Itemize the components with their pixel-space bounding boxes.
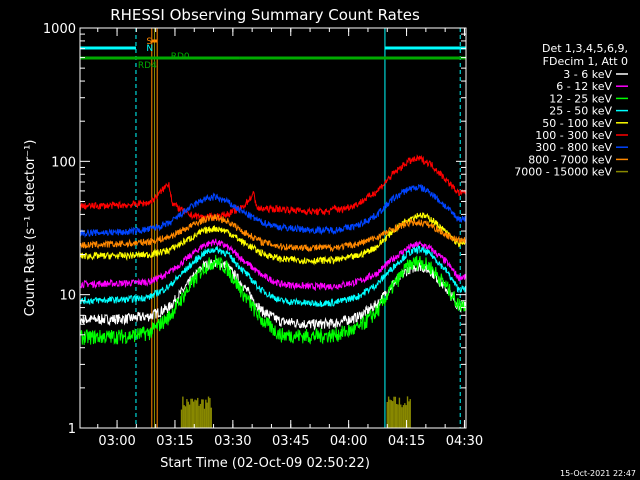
y-tick-label: 1000 [43, 22, 76, 37]
x-tick-label: 04:15 [388, 434, 425, 449]
y-tick-label: 1 [68, 422, 76, 437]
x-tick-label: 03:30 [214, 434, 251, 449]
y-tick-label: 10 [59, 289, 76, 304]
series-line-5 [79, 154, 467, 222]
plot-area: SN RD4 RD0 [79, 28, 467, 428]
series-line-3 [79, 244, 467, 308]
legend-label-8: 7000 - 15000 keV [514, 166, 612, 179]
y-tick-label: 100 [51, 155, 76, 170]
x-tick-label: 03:15 [156, 434, 193, 449]
x-tick-label: 04:00 [330, 434, 367, 449]
plot-frame [79, 27, 467, 429]
chart-title: RHESSI Observing Summary Count Rates [110, 6, 420, 24]
state-bar-label-rd0: RD0 [171, 52, 190, 62]
legend-label-7: 800 - 7000 keV [528, 153, 612, 166]
legend-label-4: 50 - 100 keV [542, 117, 612, 130]
legend-label-5: 100 - 300 keV [535, 129, 612, 142]
series-line-2 [79, 254, 467, 345]
legend-label-3: 25 - 50 keV [549, 105, 612, 118]
x-axis-label: Start Time (02-Oct-09 02:50:22) [160, 456, 370, 471]
state-bar-label-n: N [146, 44, 153, 54]
state-bar-label-rd4: RD4 [138, 61, 157, 71]
state-bar-label-s: S [146, 37, 152, 47]
legend-header-line-1: Det 1,3,4,5,6,9, [542, 42, 628, 55]
x-tick-label: 04:30 [446, 434, 483, 449]
x-tick-label: 03:45 [272, 434, 309, 449]
timestamp: 15-Oct-2021 22:47 [560, 469, 636, 478]
legend-label-6: 300 - 800 keV [535, 141, 612, 154]
legend-label-1: 6 - 12 keV [556, 80, 612, 93]
legend-label-0: 3 - 6 keV [563, 68, 612, 81]
series-line-6 [79, 183, 467, 239]
series-line-1 [79, 238, 467, 292]
x-tick-label: 03:00 [98, 434, 135, 449]
legend: Det 1,3,4,5,6,9, FDecim 1, Att 0 3 - 6 k… [514, 42, 628, 179]
series-line-7 [79, 213, 467, 253]
legend-label-2: 12 - 25 keV [549, 92, 612, 105]
y-axis-label: Count Rate (s⁻¹ detector⁻¹) [23, 140, 38, 317]
legend-header-line-2: FDecim 1, Att 0 [543, 55, 628, 68]
